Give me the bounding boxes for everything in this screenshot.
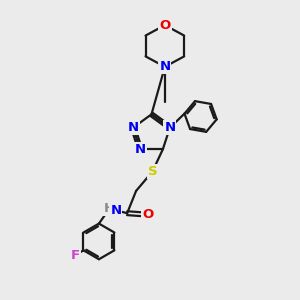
Text: N: N [164, 121, 175, 134]
Text: F: F [71, 249, 80, 262]
Text: O: O [142, 208, 154, 221]
Text: N: N [135, 143, 146, 156]
Text: H: H [104, 202, 115, 215]
Text: O: O [159, 19, 170, 32]
Text: N: N [110, 204, 122, 217]
Text: S: S [148, 165, 157, 178]
Text: N: N [159, 60, 170, 73]
Text: N: N [128, 121, 139, 134]
